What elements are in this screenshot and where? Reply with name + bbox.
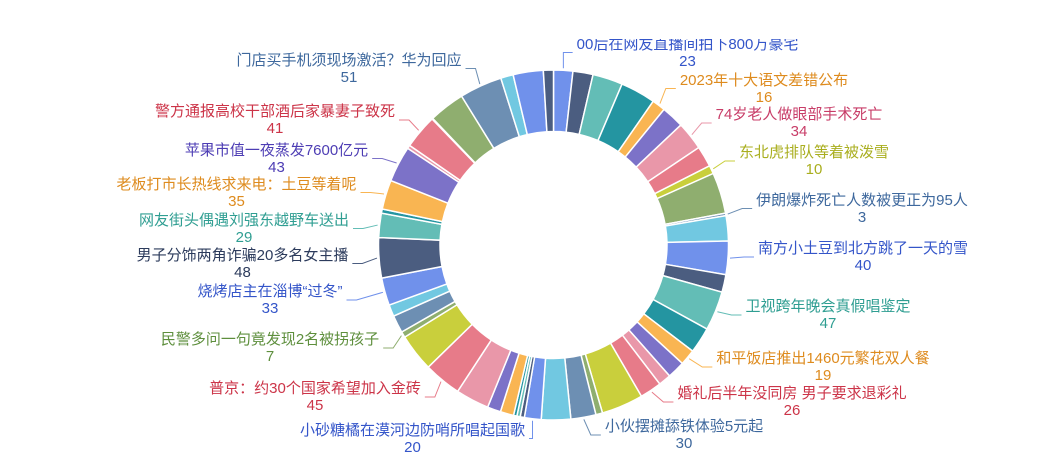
slice-label: 民警多问一句竟发现2名被拐孩子 7 (161, 331, 379, 365)
slice-label-value: 41 (266, 120, 284, 137)
slice-label: 东北虎排队等着被泼雪 10 (739, 144, 889, 178)
slice-label: 小伙摆摊舔铁体验5元起 30 (605, 418, 763, 452)
slice-label-value: 51 (340, 68, 358, 86)
leader-line (651, 391, 674, 403)
leader-line (712, 160, 735, 170)
leader-line (729, 256, 754, 259)
slice-label: 苹果市值一夜蒸发7600亿元 43 (185, 142, 368, 176)
slice-label: 烧烤店主在淄博“过冬” 33 (198, 283, 343, 317)
leader-line (372, 158, 397, 164)
slice-label-name: 婚礼后半年没同房 男子要求退彩礼 (677, 385, 907, 402)
slice-label-name: 门店买手机须现场激活？华为回应 (236, 51, 462, 69)
slice-label: 老板打市长热线求来电：土豆等着呢 35 (116, 176, 356, 210)
slice-label-value: 33 (261, 300, 279, 317)
slice-label-value: 26 (783, 402, 801, 419)
donut-segment[interactable] (540, 357, 572, 421)
slice-label-value: 30 (675, 435, 693, 452)
donut-ring (377, 69, 730, 421)
slice-label-name: 烧烤店主在淄博“过冬” (197, 283, 343, 300)
slice-label-name: 小砂糖橘在漠河边防哨所唱起国歌 (299, 421, 526, 439)
slice-label-value: 35 (228, 192, 245, 210)
slice-label-value: 20 (404, 438, 421, 456)
slice-label-name: 南方小土豆到北方跳了一天的雪 (757, 240, 969, 257)
leader-line (353, 224, 378, 229)
slice-label-value: 10 (805, 161, 823, 178)
leader-line (727, 208, 753, 215)
slice-label-name: 东北虎排队等着被泼雪 (738, 144, 890, 161)
leader-line (465, 68, 481, 85)
slice-label: 小砂糖橘在漠河边防哨所唱起国歌 20 (300, 422, 525, 456)
slice-label-value: 16 (755, 88, 773, 106)
slice-label-name: 和平饭店推出1460元繁花双人餐 (716, 350, 930, 367)
leader-line (583, 419, 601, 436)
slice-label-value: 47 (819, 315, 837, 332)
slice-label-name: 00后在网友直播间拍下800万豪宅 (576, 39, 799, 53)
slice-label-value: 43 (268, 158, 285, 176)
leader-line (360, 192, 385, 195)
slice-label: 普京：约30个国家希望加入金砖 45 (209, 380, 421, 414)
slice-label-value: 7 (265, 348, 275, 365)
leader-line (717, 311, 742, 316)
slice-label: 警方通报高校干部酒后家暴妻子致死 41 (155, 103, 395, 137)
slice-label-name: 普京：约30个国家希望加入金砖 (209, 380, 421, 397)
slice-label-value: 3 (857, 208, 867, 226)
slice-label: 00后在网友直播间拍下800万豪宅 23 (577, 39, 799, 70)
slice-label: 卫视跨年晚会真假唱鉴定 47 (745, 298, 910, 332)
slice-label-name: 网友街头偶遇刘强东越野车送出 (138, 211, 350, 229)
leader-line (352, 257, 378, 264)
slice-label: 南方小土豆到北方跳了一天的雪 40 (758, 240, 968, 274)
slice-label-value: 34 (790, 123, 808, 140)
leader-line (529, 420, 534, 439)
donut-chart: 00后在网友直播间拍下800万豪宅 23 2023年十大语文差错公布 16 74… (0, 39, 1064, 459)
slice-label: 伊朗爆炸死亡人数被更正为95人 3 (756, 192, 968, 226)
slice-label-name: 卫视跨年晚会真假唱鉴定 (745, 298, 911, 315)
donut-segment[interactable] (542, 69, 555, 133)
leader-line (562, 52, 573, 69)
slice-label-name: 苹果市值一夜蒸发7600亿元 (184, 141, 369, 159)
slice-label: 74岁老人做眼部手术死亡 34 (716, 106, 883, 140)
slice-label-value: 29 (235, 228, 253, 246)
slice-label: 男子分饰两角诈骗20多名女主播 48 (137, 247, 349, 281)
slice-label-name: 老板打市长热线求来电：土豆等着呢 (116, 175, 357, 193)
chart-canvas: 00后在网友直播间拍下800万豪宅 23 2023年十大语文差错公布 16 74… (0, 39, 1064, 459)
slice-label: 婚礼后半年没同房 男子要求退彩礼 26 (677, 385, 906, 419)
donut-svg (346, 52, 754, 439)
leader-line (383, 335, 402, 349)
slice-label-name: 警方通报高校干部酒后家暴妻子致死 (154, 103, 396, 120)
slice-label-value: 45 (306, 397, 324, 414)
slice-label-name: 男子分饰两角诈骗20多名女主播 (136, 246, 349, 264)
slice-label-name: 伊朗爆炸死亡人数被更正为95人 (756, 191, 968, 209)
leader-line (691, 122, 712, 135)
slice-label-value: 23 (679, 52, 696, 70)
leader-line (688, 358, 713, 368)
leader-line (659, 88, 676, 104)
leader-line (424, 381, 442, 398)
slice-label: 2023年十大语文差错公布 16 (680, 72, 848, 106)
slice-label-value: 48 (234, 263, 251, 281)
slice-label-value: 19 (814, 367, 832, 384)
slice-label-name: 74岁老人做眼部手术死亡 (715, 106, 883, 123)
slice-label: 门店买手机须现场激活？华为回应 51 (236, 52, 461, 86)
slice-label-name: 2023年十大语文差错公布 (679, 71, 849, 89)
leader-line (346, 291, 384, 301)
leader-lines (346, 52, 754, 439)
slice-label-name: 小伙摆摊舔铁体验5元起 (604, 418, 764, 435)
slice-label-name: 民警多问一句竟发现2名被拐孩子 (160, 331, 380, 348)
leader-line (399, 119, 420, 131)
slice-label: 网友街头偶遇刘强东越野车送出 29 (139, 212, 349, 246)
slice-label: 和平饭店推出1460元繁花双人餐 19 (716, 350, 929, 384)
slice-label-value: 40 (854, 257, 872, 274)
